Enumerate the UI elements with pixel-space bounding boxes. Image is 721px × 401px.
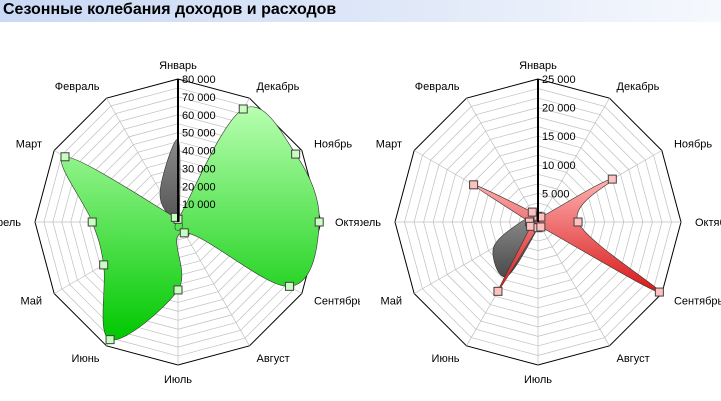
data-point-marker	[469, 180, 479, 190]
category-label: Май	[20, 296, 42, 308]
axis-tick-label: 30 000	[182, 163, 216, 175]
category-label: Октябрь	[695, 217, 721, 229]
data-point-marker	[573, 217, 583, 227]
category-label: Август	[617, 353, 650, 365]
data-point-marker	[179, 228, 189, 238]
category-label: Декабрь	[617, 81, 660, 93]
axis-tick-label: 5 000	[542, 188, 570, 200]
category-label: Ноябрь	[314, 139, 352, 151]
radar-tick-labels: 80 000 70 000 60 000 50 000 40 000 30 000 20 0…	[182, 74, 216, 211]
radar-tick-labels: 25 000 20 000 15 000 10 000 5 000	[542, 74, 576, 200]
axis-tick-label: 50 000	[182, 128, 216, 140]
radar-chart-left: 80 000 70 000 60 000 50 000 40 000 30 000 20 0…	[0, 60, 360, 386]
category-label: Март	[16, 139, 42, 151]
radar-spoke	[466, 97, 539, 223]
axis-tick-label: 10 000	[542, 160, 576, 172]
data-point-marker	[536, 212, 546, 222]
axis-tick-label: 15 000	[542, 131, 576, 143]
category-label: Февраль	[415, 81, 460, 93]
data-point-marker	[173, 285, 183, 295]
category-label: Апрель	[360, 217, 381, 229]
data-point-marker	[291, 149, 301, 159]
radar-spoke	[177, 221, 250, 347]
data-point-marker	[536, 222, 546, 232]
data-point-marker	[314, 217, 324, 227]
category-label: Август	[257, 353, 290, 365]
category-label: Июль	[164, 374, 192, 386]
axis-tick-label: 25 000	[542, 74, 576, 86]
radar-spoke	[537, 221, 610, 347]
category-label: Май	[380, 296, 402, 308]
radar-category-labels: Январь Февраль Март Апрель Май Июнь Июль Август…	[360, 60, 721, 386]
category-label: Январь	[159, 60, 197, 72]
axis-tick-label: 60 000	[182, 110, 216, 122]
radar-category-labels: Январь Февраль Март Апрель Май Июнь Июль Август…	[0, 60, 360, 386]
data-point-marker	[527, 207, 537, 217]
axis-tick-label: 80 000	[182, 74, 216, 86]
data-point-marker	[607, 174, 617, 184]
category-label: Апрель	[0, 217, 21, 229]
category-label: Декабрь	[257, 81, 300, 93]
data-point-marker	[654, 287, 664, 297]
category-label: Март	[376, 139, 402, 151]
data-point-marker	[87, 217, 97, 227]
page-title: Сезонные колебания доходов и расходов	[3, 1, 337, 18]
data-point-marker	[284, 281, 294, 291]
radar-series-2-markers	[60, 104, 324, 345]
radar-chart-right: 25 000 20 000 15 000 10 000 5 000 Январь Февра…	[360, 60, 721, 386]
category-label: Ноябрь	[674, 139, 712, 151]
category-label: Февраль	[55, 81, 100, 93]
category-label: Сентябрь	[674, 296, 721, 308]
axis-tick-label: 10 000	[182, 199, 216, 211]
data-point-marker	[105, 335, 115, 345]
axis-tick-label: 20 000	[182, 181, 216, 193]
axis-tick-label: 20 000	[542, 103, 576, 115]
data-point-marker	[493, 286, 503, 296]
category-label: Июль	[524, 374, 552, 386]
category-label: Сентябрь	[314, 296, 360, 308]
data-point-marker	[60, 152, 70, 162]
category-label: Октябрь	[335, 217, 360, 229]
data-point-marker	[526, 221, 536, 231]
data-point-marker	[99, 260, 109, 270]
axis-tick-label: 40 000	[182, 146, 216, 158]
radar-spoke	[537, 97, 610, 223]
category-label: Июнь	[432, 353, 460, 365]
category-label: Январь	[519, 60, 557, 72]
title-bar: Сезонные колебания доходов и расходов	[0, 0, 721, 22]
data-point-marker	[170, 212, 180, 222]
category-label: Июнь	[72, 353, 100, 365]
data-point-marker	[238, 104, 248, 114]
axis-tick-label: 70 000	[182, 92, 216, 104]
